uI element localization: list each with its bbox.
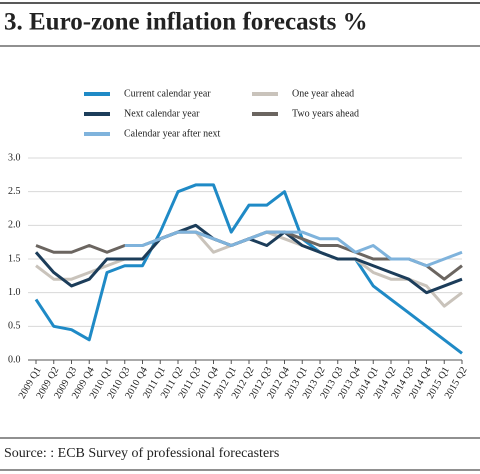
y-tick-label: 1.5 [8, 253, 21, 264]
y-tick-label: 0.5 [8, 321, 21, 332]
y-tick-label: 2.0 [8, 220, 21, 231]
series-line [124, 230, 463, 268]
legend-label: Current calendar year [124, 88, 211, 99]
y-tick-label: 3.0 [8, 152, 21, 163]
y-tick-label: 2.5 [8, 186, 21, 197]
legend-label: One year ahead [292, 88, 354, 99]
legend-label: Two years ahead [292, 108, 359, 119]
series-line [34, 183, 463, 355]
y-tick-label: 1.0 [8, 287, 21, 298]
y-tick-label: 0.0 [8, 354, 21, 365]
source: Source: : ECB Survey of professional for… [4, 446, 279, 461]
legend-label: Calendar year after next [124, 128, 221, 139]
legend-label: Next calendar year [124, 108, 200, 119]
chart-title: 3. Euro-zone inflation forecasts % [4, 9, 368, 36]
